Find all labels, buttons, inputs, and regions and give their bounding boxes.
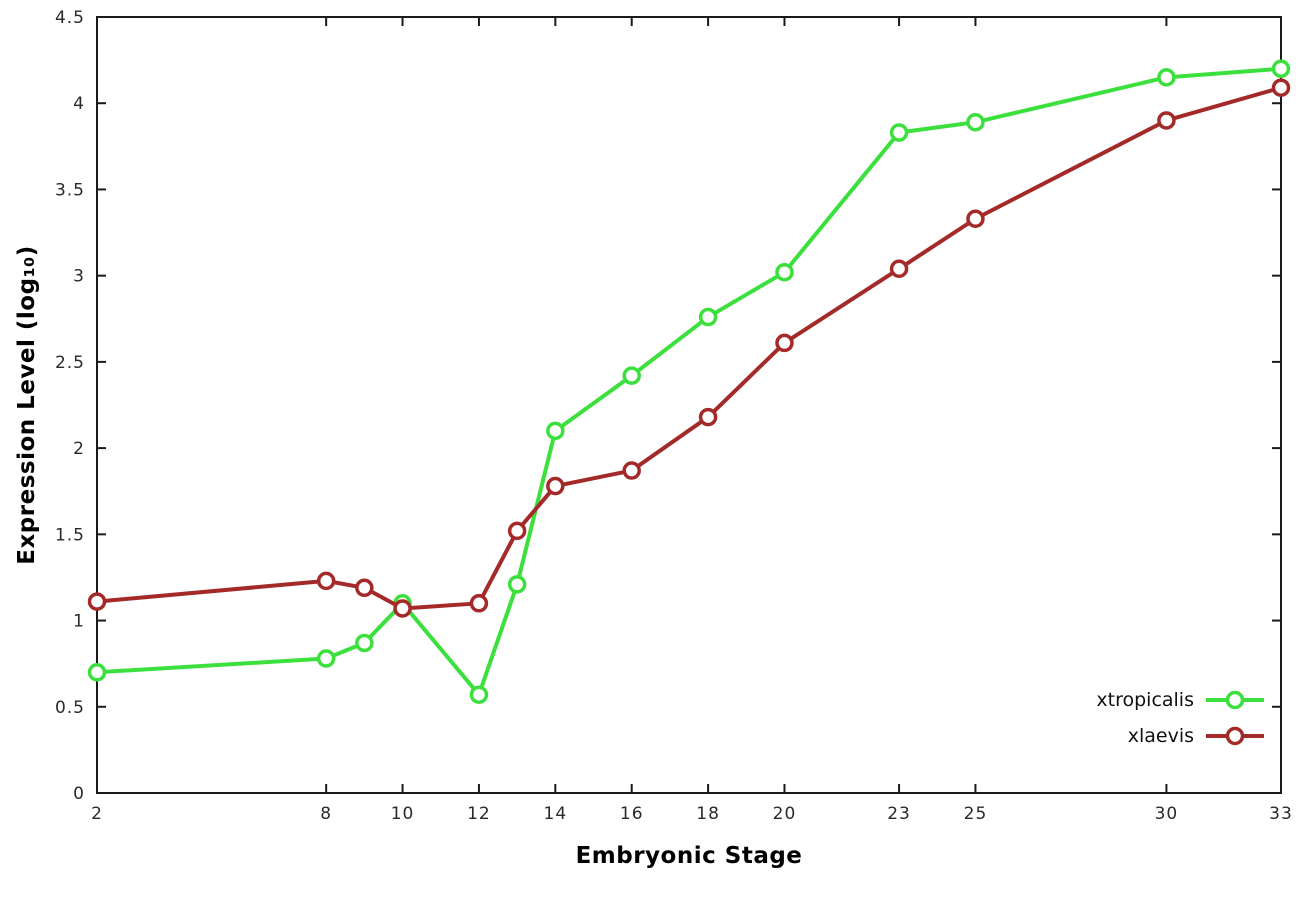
data-point	[87, 663, 107, 682]
data-point	[622, 461, 641, 480]
data-point	[393, 599, 412, 618]
y-tick-label: 1.5	[55, 525, 85, 545]
x-tick-label: 8	[320, 804, 332, 824]
data-point	[1271, 59, 1291, 78]
data-point	[469, 594, 489, 613]
data-point	[469, 685, 489, 704]
x-axis-ticks: 2 8 10 12 14 16 18 20 23 25 30 33	[91, 17, 1293, 824]
series-line	[95, 85, 1283, 611]
data-point	[1271, 78, 1291, 97]
data-point	[316, 571, 336, 591]
x-tick-label: 14	[544, 804, 568, 824]
y-axis-ticks: 0 0.5 1 1.5 2 2.5 3 3.5 4 4.5	[55, 8, 1281, 804]
data-point	[966, 209, 985, 229]
y-tick-label: 0	[73, 784, 85, 804]
data-point	[87, 592, 107, 611]
data-point	[1157, 68, 1176, 87]
data-point	[622, 366, 641, 385]
y-tick-label: 2.5	[55, 353, 85, 373]
data-point	[966, 112, 985, 132]
data-point	[889, 259, 909, 279]
legend-entry-xtropicalis: xtropicalis	[1096, 686, 1266, 714]
y-tick-label: 1	[73, 612, 85, 632]
y-tick-label: 4	[73, 94, 85, 114]
series-xlaevis	[87, 78, 1291, 618]
legend-line-circle-icon	[1206, 690, 1264, 710]
series-xtropicalis	[87, 59, 1291, 704]
data-point	[546, 421, 565, 441]
x-tick-label: 2	[91, 804, 103, 824]
x-axis-title: Embryonic Stage	[575, 843, 803, 869]
x-tick-label: 33	[1269, 804, 1293, 824]
x-tick-label: 20	[773, 804, 797, 824]
data-point	[698, 407, 718, 427]
x-tick-label: 12	[467, 804, 491, 824]
y-tick-label: 3.5	[55, 180, 85, 200]
data-point	[698, 307, 718, 327]
legend-label-xtropicalis: xtropicalis	[1096, 689, 1194, 711]
x-tick-label: 10	[391, 804, 415, 824]
data-point	[1157, 111, 1176, 130]
data-point	[889, 123, 909, 142]
data-point	[316, 649, 336, 668]
y-tick-label: 0.5	[55, 698, 85, 718]
y-tick-label: 3	[73, 267, 85, 287]
data-point	[507, 521, 527, 541]
series-line	[95, 66, 1283, 697]
x-tick-label: 25	[964, 804, 988, 824]
data-point	[507, 575, 527, 594]
legend-label-xlaevis: xlaevis	[1127, 725, 1194, 747]
legend: xtropicalis xlaevis	[1096, 686, 1266, 750]
data-point	[546, 476, 565, 496]
x-tick-label: 30	[1155, 804, 1179, 824]
y-tick-label: 2	[73, 439, 85, 459]
x-tick-label: 16	[620, 804, 644, 824]
plot-border	[96, 16, 1282, 794]
x-tick-label: 23	[887, 804, 911, 824]
data-point	[355, 633, 374, 653]
y-axis-title: Expression Level (log₁₀)	[14, 245, 40, 565]
legend-line-circle-icon	[1206, 726, 1264, 746]
y-tick-label: 4.5	[55, 8, 85, 28]
x-tick-label: 18	[696, 804, 720, 824]
data-point	[775, 333, 794, 353]
data-point	[775, 262, 794, 282]
legend-entry-xlaevis: xlaevis	[1128, 722, 1266, 750]
data-point	[355, 578, 374, 598]
